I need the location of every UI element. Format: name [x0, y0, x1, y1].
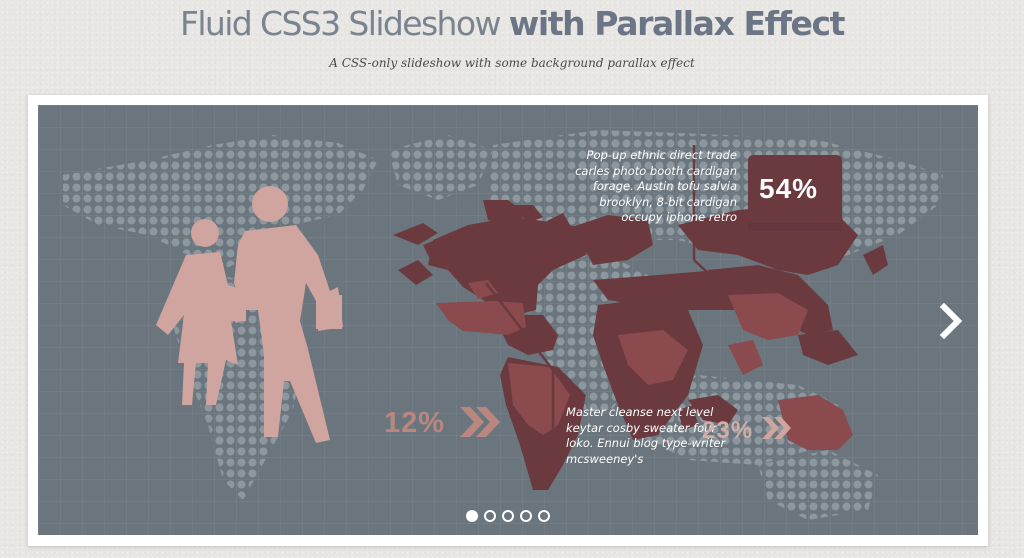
slide-text-top: Pop-up ethnic direct trade carles photo … [575, 148, 737, 224]
slide-background [38, 105, 978, 535]
title-light: Fluid CSS3 Slideshow [179, 4, 502, 43]
next-slide-button[interactable] [938, 302, 966, 340]
pagination-dot-2[interactable] [484, 510, 496, 522]
title-bold: with Parallax Effect [508, 4, 846, 43]
double-chevron-right-icon [460, 407, 500, 437]
connector-lines [485, 145, 724, 472]
slideshow-frame: Pop-up ethnic direct trade carles photo … [28, 95, 988, 546]
stat-callout: 54% [759, 173, 819, 204]
pagination-dot-3[interactable] [502, 510, 514, 522]
double-chevron-right-icon-2 [762, 417, 791, 439]
pagination-dot-5[interactable] [538, 510, 550, 522]
callout-box [748, 155, 842, 275]
slide: Pop-up ethnic direct trade carles photo … [38, 105, 978, 535]
stat-left: 12% [384, 407, 446, 439]
pagination-dots [38, 510, 978, 522]
people-walking-icon [156, 186, 343, 443]
highlighted-regions [436, 280, 853, 450]
page-title: Fluid CSS3 Slideshow with Parallax Effec… [0, 4, 1024, 43]
chevron-right-icon [939, 302, 963, 340]
stat-right: 23% [702, 417, 754, 444]
pagination-dot-4[interactable] [520, 510, 532, 522]
slide-text-bottom: Master cleanse next level keytar cosby s… [566, 405, 726, 466]
page-subtitle: A CSS-only slideshow with some backgroun… [329, 56, 695, 70]
pagination-dot-1[interactable] [466, 510, 478, 522]
